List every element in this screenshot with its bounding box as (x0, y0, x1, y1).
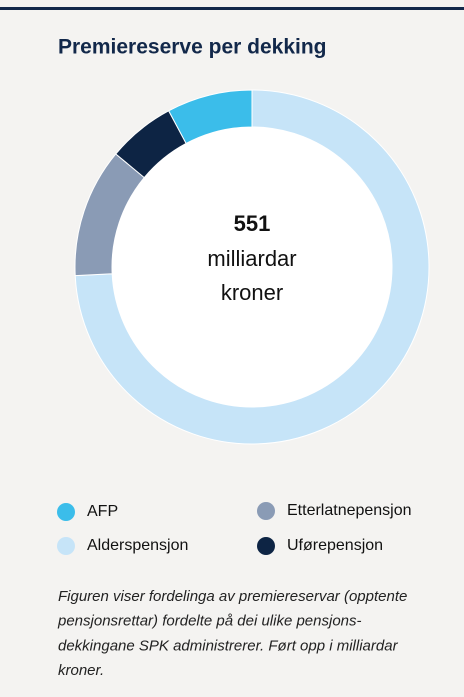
center-text: kroner (221, 280, 283, 305)
caption: Figuren viser fordelinga av premiereserv… (57, 588, 407, 679)
caption-line: pensjonsrettar) fordelte på dei ulike pe… (57, 613, 362, 630)
center-value: 551 (234, 211, 271, 236)
caption-line: kroner. (58, 662, 104, 679)
chart-title: Premiereserve per dekking (58, 36, 327, 59)
top-rule (0, 7, 464, 10)
legend-swatch (57, 503, 75, 521)
legend-label: Uførepensjon (287, 537, 383, 554)
legend-label: Etterlatnepensjon (287, 502, 412, 519)
legend-swatch (257, 502, 275, 520)
caption-line: dekkingane SPK administrerer. Ført opp i… (58, 637, 399, 654)
legend-swatch (257, 537, 275, 555)
caption-line: Figuren viser fordelinga av premiereserv… (58, 588, 407, 605)
donut-hole (112, 127, 392, 407)
legend: AFP Alderspensjon Etterlatnepensjon Uførepe… (57, 502, 412, 555)
legend-swatch (57, 537, 75, 555)
legend-label: Alderspensjon (87, 537, 188, 554)
legend-label: AFP (87, 503, 118, 520)
center-text: milliardar (207, 246, 296, 271)
